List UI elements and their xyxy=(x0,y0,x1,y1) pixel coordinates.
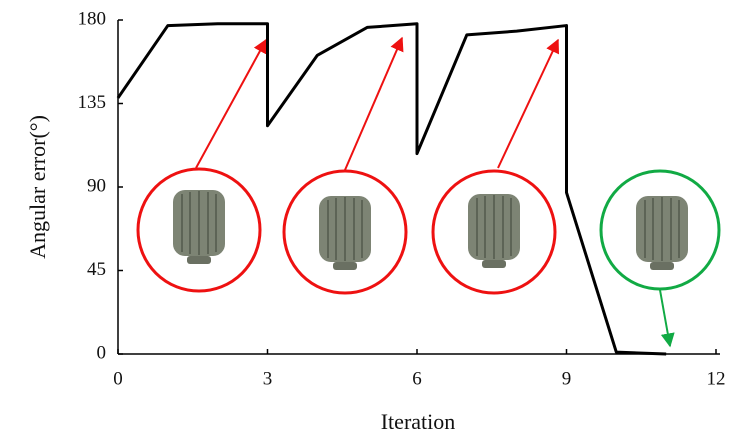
x-tick-label: 3 xyxy=(263,368,273,389)
y-tick-label: 45 xyxy=(87,259,106,280)
object-render xyxy=(468,194,520,268)
y-tick-label: 180 xyxy=(78,8,107,29)
object-render xyxy=(319,196,371,270)
object-render xyxy=(173,190,225,264)
annotations xyxy=(138,38,719,346)
arrow xyxy=(660,290,670,346)
x-tick-label: 6 xyxy=(412,368,422,389)
chart: Iteration Angular error(°) 0 45 90 135 180 0 3… xyxy=(0,0,730,440)
y-tick-label: 0 xyxy=(97,342,107,363)
x-tick-label: 0 xyxy=(113,368,123,389)
y-tick-label: 135 xyxy=(78,92,107,113)
arrow xyxy=(345,38,402,170)
arrow xyxy=(498,40,558,168)
y-tick-label: 90 xyxy=(87,175,106,196)
data-line xyxy=(118,24,666,354)
x-tick-label: 9 xyxy=(562,368,572,389)
object-render xyxy=(636,196,688,270)
x-axis-title: Iteration xyxy=(381,409,456,434)
y-axis-title: Angular error(°) xyxy=(25,115,50,259)
arrow xyxy=(196,40,266,168)
x-tick-label: 12 xyxy=(707,368,726,389)
